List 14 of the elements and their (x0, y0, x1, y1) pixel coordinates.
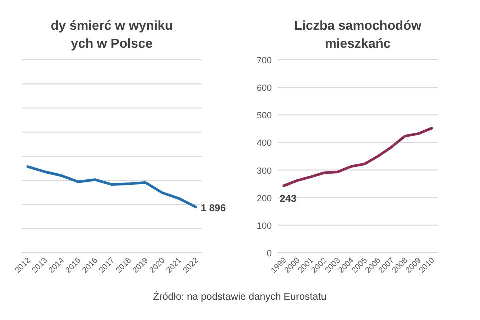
y-tick-label: 0 (266, 248, 272, 258)
y-tick-label: 500 (256, 110, 272, 121)
data-label: 243 (280, 194, 298, 205)
y-tick-label: 300 (256, 166, 272, 176)
chart-title: dy śmierć w wyniku ych w Polsce (50, 18, 174, 51)
line-series (282, 127, 434, 188)
y-tick-label: 100 (256, 220, 272, 231)
y-tick-label: 600 (256, 83, 272, 94)
text: Źródło: na podstawie danych Eurostatu (153, 291, 327, 303)
data-label: 1 896 (201, 203, 226, 214)
y-tick-label: 400 (256, 138, 272, 148)
y-tick-label: 200 (256, 193, 272, 204)
y-tick-label: 700 (256, 56, 272, 66)
chart-title: Liczba samochodów mieszkańc (294, 18, 422, 51)
